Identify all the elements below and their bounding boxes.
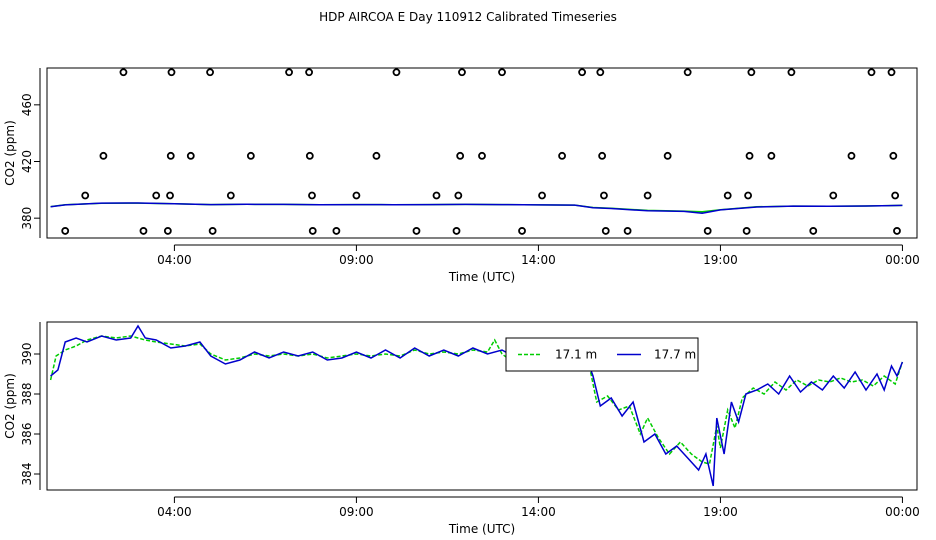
data-point-circle xyxy=(332,227,341,235)
data-point-circle xyxy=(352,191,361,200)
data-point-circle xyxy=(305,68,313,77)
y-tick-label: 386 xyxy=(20,423,34,446)
data-point-circle xyxy=(139,227,148,235)
data-point-circle xyxy=(226,191,235,200)
data-point-circle xyxy=(412,227,421,235)
series-line-17-7-m xyxy=(50,202,903,214)
x-axis-title: Time (UTC) xyxy=(448,270,515,284)
data-point-circle xyxy=(432,191,441,200)
data-point-circle xyxy=(745,151,754,160)
data-point-circle xyxy=(498,68,506,77)
data-point-circle xyxy=(887,68,896,77)
data-point-circle xyxy=(893,227,901,235)
x-axis-title: Time (UTC) xyxy=(448,522,515,536)
data-point-circle xyxy=(99,151,108,160)
y-tick-label: 390 xyxy=(20,343,34,366)
data-point-circle xyxy=(578,68,587,77)
data-point-circle xyxy=(596,68,605,77)
data-point-circle xyxy=(891,191,900,200)
data-point-circle xyxy=(285,68,293,77)
data-point-circle xyxy=(809,227,818,235)
data-point-circle xyxy=(206,68,214,77)
x-tick-label: 19:00 xyxy=(703,505,738,519)
x-tick-label: 09:00 xyxy=(339,253,374,267)
x-tick-label: 04:00 xyxy=(157,505,192,519)
data-point-circle xyxy=(392,68,401,77)
data-point-circle xyxy=(308,227,317,235)
data-point-circle xyxy=(81,191,90,200)
data-point-circle xyxy=(538,191,546,200)
data-point-circle xyxy=(663,151,672,160)
x-tick-label: 14:00 xyxy=(521,253,556,267)
legend-label: 17.7 m xyxy=(654,348,696,362)
data-point-circle xyxy=(478,151,486,160)
data-point-circle xyxy=(61,227,70,235)
data-point-circle xyxy=(601,227,610,235)
data-point-circle xyxy=(723,191,732,200)
plot-area xyxy=(49,324,904,487)
plot-frame xyxy=(46,67,918,239)
x-tick-label: 00:00 xyxy=(885,253,920,267)
legend: 17.1 m 17.7 m xyxy=(505,337,699,372)
y-tick-label: 384 xyxy=(20,463,34,486)
data-point-circle xyxy=(767,151,776,160)
y-tick-label: 388 xyxy=(20,383,34,406)
x-tick-label: 00:00 xyxy=(885,505,920,519)
legend-label: 17.1 m xyxy=(555,348,597,362)
plot-frame xyxy=(46,321,918,491)
chart-title: HDP AIRCOA E Day 110912 Calibrated Times… xyxy=(319,10,617,24)
data-point-circle xyxy=(163,227,172,235)
data-point-circle xyxy=(454,191,463,200)
x-tick-label: 09:00 xyxy=(339,505,374,519)
data-point-circle xyxy=(683,68,692,77)
data-point-circle xyxy=(305,151,314,160)
data-point-circle xyxy=(246,151,255,160)
data-point-circle xyxy=(744,191,752,200)
data-point-circle xyxy=(186,151,195,160)
data-point-circle xyxy=(452,227,461,235)
data-point-circle xyxy=(623,227,632,235)
x-tick-label: 14:00 xyxy=(521,505,556,519)
series-line-17-7-m xyxy=(50,324,904,487)
data-point-circle xyxy=(598,151,607,160)
data-point-circle xyxy=(518,227,526,235)
data-point-circle xyxy=(829,191,838,200)
plot-bottom: 04:00 09:00 14:00 19:00 00:00 Time (UTC) 384 38… xyxy=(3,321,920,536)
data-point-circle xyxy=(847,151,856,160)
data-point-circle xyxy=(152,191,161,200)
data-point-circle xyxy=(308,191,316,200)
data-point-circle xyxy=(787,68,796,77)
x-tick-label: 19:00 xyxy=(703,253,738,267)
data-point-circle xyxy=(208,227,217,235)
data-point-circle xyxy=(166,191,174,200)
data-point-circle xyxy=(456,151,465,160)
plot-area xyxy=(50,68,903,235)
data-point-circle xyxy=(167,68,176,77)
data-point-circle xyxy=(747,68,756,77)
data-point-circle xyxy=(119,68,128,77)
data-point-circle xyxy=(867,68,876,77)
x-tick-label: 04:00 xyxy=(157,253,192,267)
y-axis-title: CO2 (ppm) xyxy=(3,120,17,186)
data-point-circle xyxy=(889,151,898,160)
y-tick-label: 460 xyxy=(20,93,34,116)
data-point-circle xyxy=(703,227,712,235)
data-point-circle xyxy=(643,191,652,200)
y-tick-label: 380 xyxy=(20,207,34,230)
series-line-17-1-m xyxy=(49,335,904,465)
data-point-circle xyxy=(558,151,566,160)
data-point-circle xyxy=(742,227,751,235)
data-point-circle xyxy=(600,191,608,200)
data-point-circle xyxy=(166,151,175,160)
data-point-circle xyxy=(372,151,381,160)
y-tick-label: 420 xyxy=(20,150,34,173)
plot-top: 04:00 09:00 14:00 19:00 00:00 Time (UTC) 380 42… xyxy=(3,67,920,284)
data-point-circle xyxy=(458,68,466,77)
y-axis-title: CO2 (ppm) xyxy=(3,373,17,439)
